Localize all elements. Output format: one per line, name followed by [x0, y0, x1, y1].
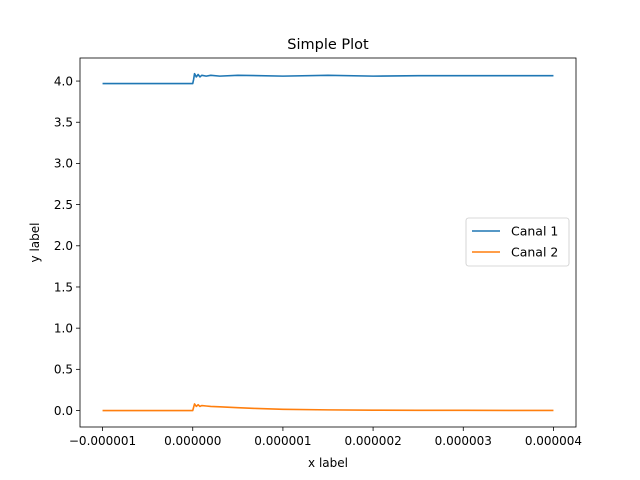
- series-line-2: [102, 403, 554, 412]
- x-tick-label: 0.000002: [344, 434, 401, 448]
- y-tick-label: 3.5: [54, 116, 73, 130]
- x-tick-label: 0.000001: [254, 434, 311, 448]
- y-tick-label: 0.0: [54, 404, 73, 418]
- y-tick-label: 2.5: [54, 198, 73, 212]
- x-tick-label: −0.000001: [69, 434, 136, 448]
- y-axis: 0.0 0.5 1.0 1.5 2.0 2.5 3.0 3.5 4.0: [54, 74, 80, 418]
- legend: Canal 1 Canal 2: [465, 217, 570, 267]
- series-line-1: [102, 72, 554, 85]
- legend-label: Canal 2: [511, 245, 558, 260]
- x-axis-label: x label: [308, 456, 348, 470]
- x-axis: −0.000001 0.000000 0.000001 0.000002 0.00000…: [69, 427, 582, 448]
- plot-area: [102, 72, 554, 412]
- y-tick-label: 3.0: [54, 157, 73, 171]
- chart-title: Simple Plot: [287, 37, 369, 53]
- y-tick-label: 2.0: [54, 239, 73, 253]
- y-tick-label: 0.5: [54, 363, 73, 377]
- x-tick-label: 0.000003: [435, 434, 492, 448]
- legend-box: [465, 217, 570, 267]
- legend-label: Canal 1: [511, 224, 558, 239]
- y-axis-label: y label: [28, 223, 42, 263]
- x-tick-label: 0.000004: [525, 434, 582, 448]
- y-tick-label: 1.0: [54, 321, 73, 335]
- axes-frame: [79, 57, 577, 428]
- y-tick-label: 1.5: [54, 280, 73, 294]
- x-tick-label: 0.000000: [164, 434, 221, 448]
- y-tick-label: 4.0: [54, 74, 73, 88]
